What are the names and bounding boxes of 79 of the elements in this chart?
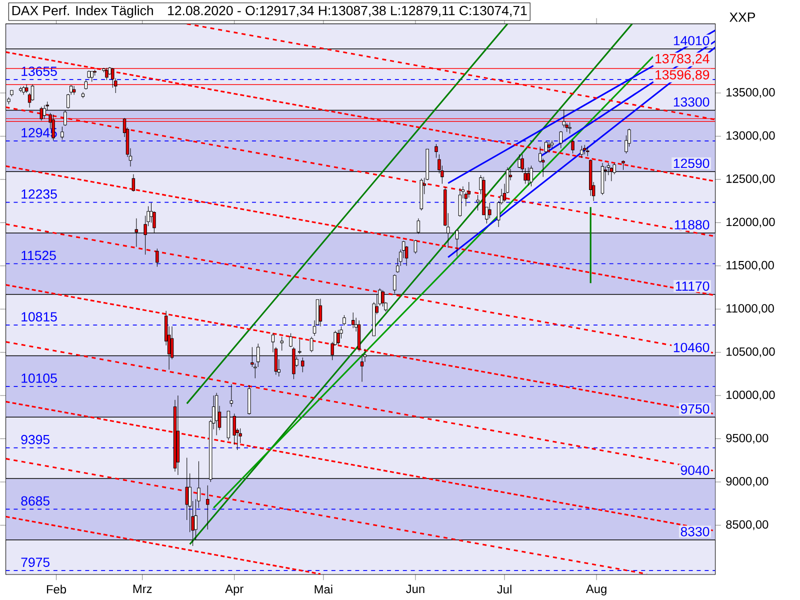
ref-line-label: 8685: [21, 496, 50, 506]
candlestick: [434, 144, 438, 158]
ref-line-label: 9040: [680, 466, 710, 475]
chart-title: DAX Perf. Index Täglich: [12, 6, 153, 18]
y-tick-label: 12000,00: [726, 218, 775, 228]
y-tick-label: 9000,00: [726, 477, 768, 487]
candlestick: [336, 330, 340, 345]
y-tick-label: 12500,00: [726, 174, 775, 184]
candlestick: [310, 336, 314, 353]
ref-line-label: 8330: [680, 527, 710, 536]
candlestick: [289, 333, 292, 348]
y-tick-label: 11000,00: [726, 304, 774, 314]
ref-line-label: 13596,89: [656, 70, 710, 82]
candlestick: [318, 298, 322, 327]
candlestick: [72, 86, 76, 96]
candlestick: [81, 92, 85, 98]
ref-line-label: 10460: [674, 342, 710, 352]
candlestick: [214, 392, 218, 436]
x-tick-label: Aug: [586, 584, 606, 596]
candlestick: [90, 71, 94, 82]
candlestick: [583, 144, 586, 155]
ref-line-label: 13655: [22, 66, 57, 76]
candlestick: [60, 126, 64, 140]
candlestick: [156, 248, 159, 268]
y-tick-label: 8500,00: [726, 520, 768, 530]
y-tick-label: 11500,00: [726, 261, 774, 271]
chart-subtitle: 12.08.2020 - O:12917,34 H:13087,38 L:12879,11 C:13074,71: [168, 6, 527, 17]
y-tick-label: 13000,00: [726, 131, 775, 142]
y-tick-label: 10000,00: [726, 390, 775, 401]
candlestick: [24, 84, 28, 94]
candlestick: [476, 194, 480, 211]
ref-line-label: 14010: [674, 36, 710, 46]
ref-line-label: 9395: [21, 434, 50, 444]
candlestick: [458, 188, 462, 217]
ref-line-label: 13783,24: [656, 54, 710, 65]
candlestick: [568, 122, 572, 134]
candlestick: [586, 146, 590, 156]
ref-line-label: 13300: [674, 97, 710, 107]
candlestick: [84, 80, 88, 90]
ref-line-label: 9750: [680, 404, 710, 414]
ref-line-label: 10105: [22, 374, 57, 383]
y-tick-label: 9500,00: [726, 434, 768, 444]
ref-line-label: 11525: [22, 250, 56, 260]
candlestick: [580, 146, 584, 158]
ref-line-label: 7975: [21, 558, 50, 568]
ref-line-label: 11880: [674, 220, 710, 230]
candlestick: [248, 384, 251, 415]
candlestick: [544, 141, 548, 154]
candlestick: [550, 140, 554, 149]
candlestick: [518, 154, 521, 169]
candlestick: [342, 314, 346, 326]
x-tick-label: Feb: [46, 584, 66, 594]
candlestick: [105, 68, 108, 80]
x-tick-label: Jun: [406, 584, 424, 594]
ref-line-label: 10815: [22, 312, 57, 322]
candlestick: [357, 320, 361, 352]
candlestick: [352, 312, 355, 328]
text: XXP: [730, 12, 756, 22]
x-tick-label: Mrz: [133, 584, 152, 594]
candlestick: [10, 90, 14, 97]
candlestick: [22, 86, 26, 96]
candlestick: [230, 384, 234, 408]
candlestick: [206, 485, 210, 530]
candlestick: [559, 130, 563, 149]
candlestick: [571, 139, 574, 154]
x-tick-label: Mai: [314, 584, 332, 594]
ref-line-label: 11170: [676, 282, 710, 291]
candlestick: [414, 240, 418, 254]
candlestick: [547, 142, 551, 153]
ref-line-label: 12590: [674, 158, 710, 168]
candlestick: [420, 178, 423, 211]
y-tick-label: 13500,00: [726, 88, 775, 98]
candlestick: [280, 336, 284, 351]
candlestick: [70, 84, 73, 96]
x-tick-label: Jul: [497, 584, 512, 594]
y-tick-label: 10500,00: [726, 347, 775, 358]
x-tick-label: Apr: [225, 584, 244, 596]
candlestick: [132, 174, 136, 192]
ref-line-label: 12235: [22, 189, 57, 199]
